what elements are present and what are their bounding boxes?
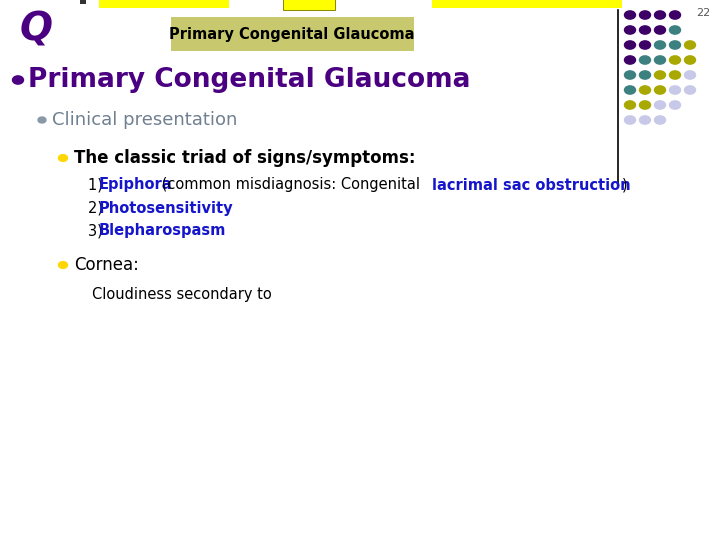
Text: Blepharospasm: Blepharospasm — [99, 224, 226, 239]
Text: Primary Congenital Glaucoma: Primary Congenital Glaucoma — [169, 26, 415, 42]
Text: ): ) — [622, 178, 628, 192]
Text: Q: Q — [20, 10, 53, 48]
Text: Primary Congenital Glaucoma: Primary Congenital Glaucoma — [28, 67, 470, 93]
Text: Clinical presentation: Clinical presentation — [52, 111, 238, 129]
Text: Cornea:: Cornea: — [74, 256, 139, 274]
Text: (common misdiagnosis: Congenital: (common misdiagnosis: Congenital — [157, 178, 425, 192]
Text: The classic triad of signs/symptoms:: The classic triad of signs/symptoms: — [74, 149, 415, 167]
Text: 22: 22 — [696, 8, 710, 18]
Text: Photosensitivity: Photosensitivity — [99, 200, 233, 215]
Text: lacrimal sac obstruction: lacrimal sac obstruction — [432, 178, 631, 192]
Text: 1): 1) — [88, 178, 107, 192]
Text: 2): 2) — [88, 200, 107, 215]
Text: Epiphora: Epiphora — [99, 178, 173, 192]
Text: Cloudiness secondary to: Cloudiness secondary to — [92, 287, 271, 302]
Text: 3): 3) — [88, 224, 107, 239]
